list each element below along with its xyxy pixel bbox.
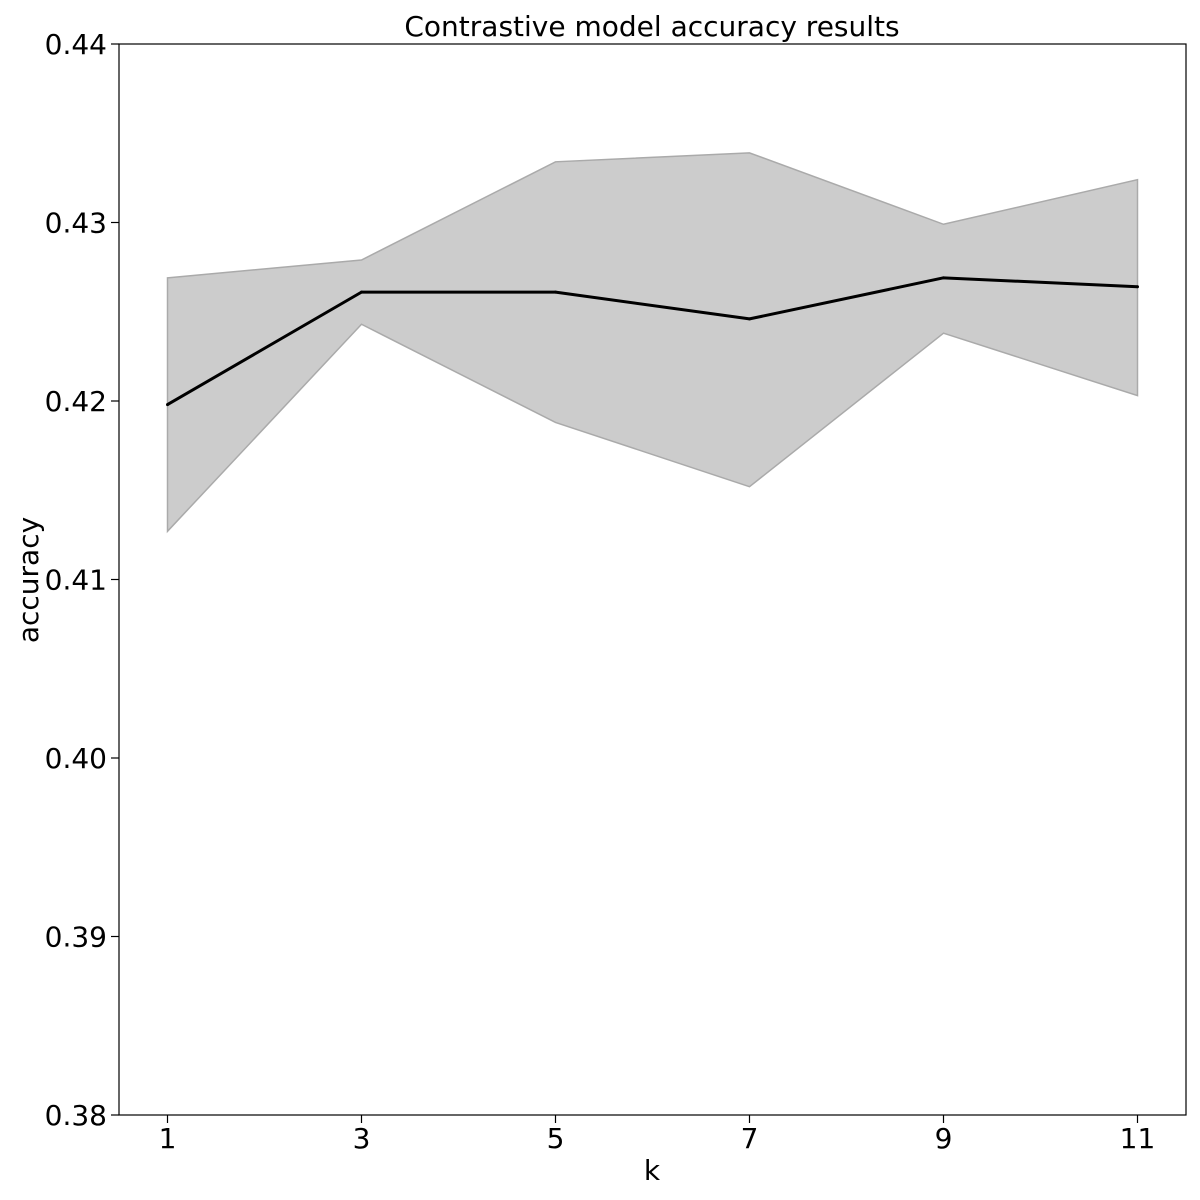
data-point <box>748 317 751 321</box>
y-ticks: 0.38 0.39 0.40 0.41 0.42 0.43 0.44 <box>45 28 119 1132</box>
data-point <box>360 290 363 294</box>
y-axis-label: accuracy <box>12 517 45 643</box>
data-point <box>554 290 557 294</box>
confidence-band <box>166 152 1139 534</box>
y-tick-label: 0.40 <box>45 742 107 775</box>
y-tick-label: 0.42 <box>45 385 107 418</box>
x-tick-label: 7 <box>741 1122 759 1155</box>
y-tick-label: 0.39 <box>45 921 107 954</box>
line-layer <box>166 276 1139 407</box>
y-tick-label: 0.44 <box>45 28 107 61</box>
y-tick-label: 0.43 <box>45 207 107 240</box>
chart-title: Contrastive model accuracy results <box>404 10 899 43</box>
x-tick-label: 11 <box>1120 1122 1156 1155</box>
y-tick-label: 0.41 <box>45 564 107 597</box>
x-tick-label: 3 <box>353 1122 371 1155</box>
x-tick-label: 1 <box>159 1122 177 1155</box>
series-line <box>166 276 1138 406</box>
x-ticks: 1 3 5 7 9 11 <box>159 1115 1156 1155</box>
x-axis-label: k <box>644 1154 661 1187</box>
data-point <box>942 276 945 280</box>
data-point <box>166 403 169 407</box>
band-layer <box>166 152 1139 534</box>
y-tick-label: 0.38 <box>45 1099 107 1132</box>
x-tick-label: 9 <box>935 1122 953 1155</box>
x-tick-label: 5 <box>547 1122 565 1155</box>
data-point <box>1136 285 1139 289</box>
